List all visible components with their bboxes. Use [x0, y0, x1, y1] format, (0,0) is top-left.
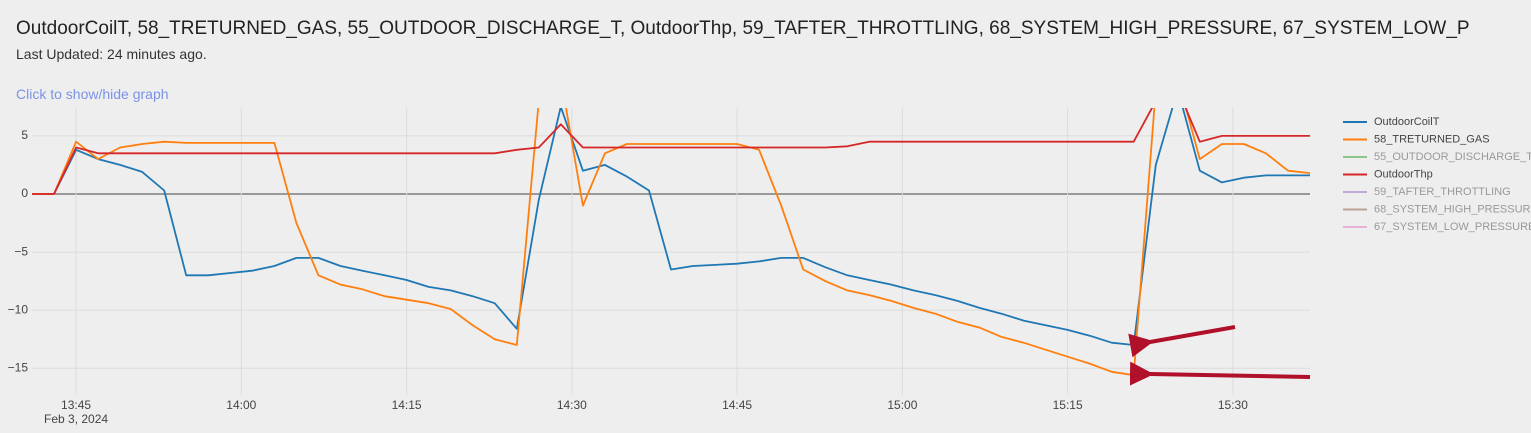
x-tick-label: 14:15	[392, 398, 422, 412]
annotation-arrow	[1128, 325, 1236, 358]
legend-label[interactable]: 68_SYSTEM_HIGH_PRESSURE	[1374, 203, 1531, 215]
x-tick-label: 15:30	[1218, 398, 1248, 412]
legend-label[interactable]: 67_SYSTEM_LOW_PRESSURE	[1374, 221, 1531, 233]
legend-label[interactable]: 58_TRETURNED_GAS	[1374, 133, 1490, 145]
plot-area	[32, 108, 1310, 377]
x-tick-label: 14:00	[226, 398, 256, 412]
legend: OutdoorCoilT 58_TRETURNED_GAS 55_OUTDOOR_D…	[1343, 116, 1531, 233]
chart-title: OutdoorCoilT, 58_TRETURNED_GAS, 55_OUTDO…	[16, 18, 1470, 39]
annotation-arrow	[1129, 361, 1311, 386]
y-tick-label: 5	[21, 128, 28, 142]
series-line	[32, 108, 1310, 346]
legend-label[interactable]: OutdoorThp	[1374, 168, 1433, 180]
grid	[32, 108, 1310, 395]
x-tick-label: 15:15	[1053, 398, 1083, 412]
series-line	[32, 108, 1310, 195]
x-tick-label: 14:45	[722, 398, 752, 412]
x-tick-label: 15:00	[887, 398, 917, 412]
y-tick-label: −15	[8, 360, 29, 374]
y-tick-label: 0	[21, 186, 28, 200]
last-updated: Last Updated: 24 minutes ago.	[16, 46, 207, 62]
legend-label[interactable]: OutdoorCoilT	[1374, 116, 1440, 128]
y-tick-label: −10	[8, 302, 29, 316]
x-tick-label: 14:30	[557, 398, 587, 412]
legend-label[interactable]: 55_OUTDOOR_DISCHARGE_T	[1374, 151, 1531, 163]
y-tick-label: −5	[14, 244, 28, 258]
x-tick-label: 13:45	[61, 398, 91, 412]
series-line	[32, 108, 1310, 377]
x-date-label: Feb 3, 2024	[44, 412, 108, 426]
legend-label[interactable]: 59_TAFTER_THROTTLING	[1374, 186, 1511, 198]
toggle-graph-link[interactable]: Click to show/hide graph	[16, 86, 169, 102]
